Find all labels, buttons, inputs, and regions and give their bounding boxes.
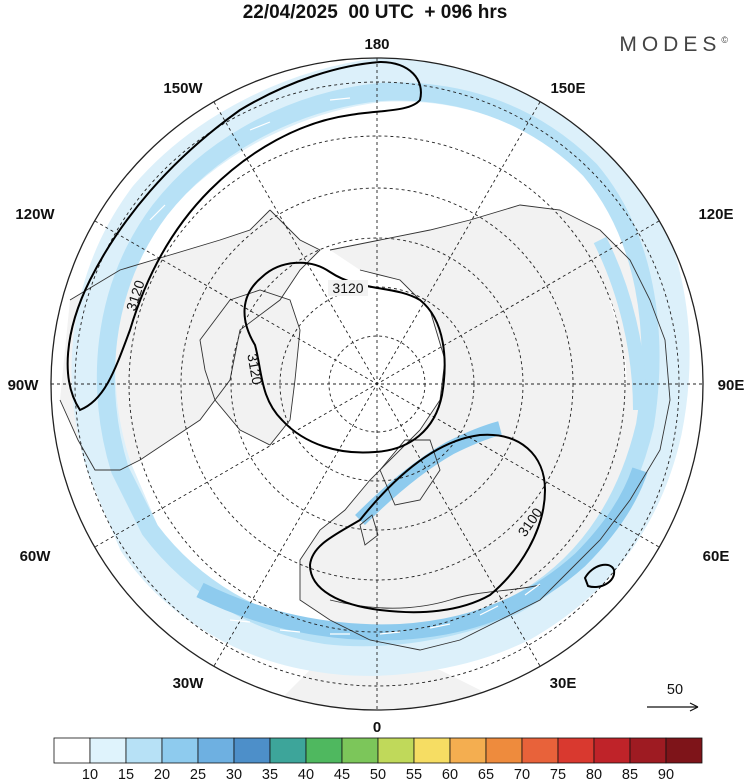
wind-vector (429, 623, 451, 629)
colorbar-swatch (413, 737, 451, 764)
contour-label-bg (328, 280, 368, 296)
colorbar-tick-label: 55 (406, 767, 422, 782)
colorbar-swatch (557, 737, 595, 764)
colorbar-tick-label: 35 (262, 767, 278, 782)
colorbar-swatch (53, 737, 91, 764)
wind-reference: 50 (647, 682, 699, 712)
colorbar-swatch (377, 737, 415, 764)
coast-eurasia (299, 204, 671, 651)
brand-text: MODES (619, 33, 722, 56)
colorbar-swatch (161, 737, 199, 764)
contour-3100-europe (308, 433, 547, 614)
map-title: 22/04/2025 00 UTC + 096 hrs (242, 2, 508, 23)
wind-vector (624, 359, 627, 381)
lon-label-150e: 150E (550, 80, 585, 97)
jet-core-atlantic (196, 467, 648, 641)
wind-vector (149, 204, 166, 221)
colorbar-swatch (89, 737, 127, 764)
lon-label-90e: 90E (718, 377, 745, 394)
colorbar-swatch (629, 737, 667, 764)
coast-british-isles (359, 514, 379, 546)
lon-label-60w: 60W (20, 548, 52, 565)
contour-label-1: 3120 (332, 280, 363, 296)
colorbar-swatch (305, 737, 343, 764)
wind-vector (379, 631, 401, 635)
land-greenland (200, 290, 300, 445)
colorbar-tick-label: 65 (478, 767, 494, 782)
colorbar-tick-label: 50 (370, 767, 386, 782)
wind-reference-value: 50 (667, 682, 683, 698)
contour-label-3: 3120 (244, 352, 265, 386)
wind-vector (479, 605, 499, 616)
colorbar-tick-label: 25 (190, 767, 206, 782)
jet-core-europe (355, 421, 502, 525)
meridians (51, 58, 703, 710)
lon-label-120e: 120E (698, 206, 733, 223)
colorbar-tick-label: 90 (658, 767, 674, 782)
lon-label-90w: 90W (8, 377, 40, 394)
lon-label-120w: 120W (15, 206, 55, 223)
lon-label-60e: 60E (703, 548, 730, 565)
colorbar-swatch (269, 737, 307, 764)
colorbar-swatch (125, 737, 163, 764)
copyright-mark: © (721, 35, 728, 45)
colorbar-swatch (521, 737, 559, 764)
colorbar-tick-label: 15 (118, 767, 134, 782)
colorbar-tick-label: 20 (154, 767, 170, 782)
contour-3100-small (583, 563, 616, 588)
lon-label-150w: 150W (163, 80, 203, 97)
lon-label-180: 180 (364, 36, 389, 53)
colorbar-tick-label: 60 (442, 767, 458, 782)
colorbar-tick-label: 40 (298, 767, 314, 782)
wind-vector (249, 121, 271, 131)
jet-band-outer (71, 58, 690, 676)
colorbar-swatch (593, 737, 631, 764)
colorbar-tick-label: 80 (586, 767, 602, 782)
colorbar-tick-label: 45 (334, 767, 350, 782)
wind-reference-arrowhead (689, 702, 699, 712)
meridian-120 (94, 220, 660, 548)
colorbar: 10 15 20 25 30 35 40 45 50 55 60 65 70 75 80 85 90 (53, 737, 703, 782)
lat-circle-40 (128, 135, 626, 633)
wind-vector (524, 583, 541, 596)
colorbar-tick-label: 30 (226, 767, 242, 782)
wind-vector (229, 619, 251, 623)
colorbar-tick-label: 70 (514, 767, 530, 782)
lon-label-30w: 30W (173, 675, 205, 692)
lon-label-30e: 30E (550, 675, 577, 692)
colorbar-swatch (485, 737, 523, 764)
jet-core-asia (593, 236, 647, 411)
wind-speed-shading (71, 58, 690, 676)
colorbar-tick-label: 75 (550, 767, 566, 782)
map-border (50, 57, 704, 711)
colorbar-swatch (341, 737, 379, 764)
lon-label-0: 0 (373, 719, 381, 736)
wind-vectors (149, 97, 627, 635)
colorbar-tick-label: 10 (82, 767, 98, 782)
wind-vector (329, 97, 351, 101)
colorbar-swatch (665, 737, 703, 764)
wind-vector (609, 299, 617, 321)
coast-scandinavia (379, 439, 441, 506)
colorbar-swatch (449, 737, 487, 764)
modes-logo: MODES© (619, 33, 728, 57)
longitude-label-group: 180 0 90W 90E 150W 120W 60W 30W 150E 120… (8, 36, 745, 736)
colorbar-tick-label: 85 (622, 767, 638, 782)
contour-3120-pacific (66, 60, 422, 412)
colorbar-swatch (233, 737, 271, 764)
wind-vector (279, 629, 301, 633)
colorbar-swatch (197, 737, 235, 764)
coast-greenland (199, 289, 301, 446)
